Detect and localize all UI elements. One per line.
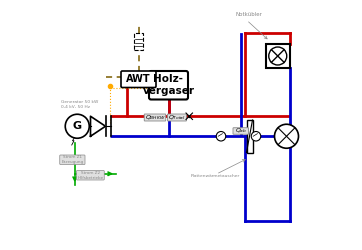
Text: Notkübler: Notkübler xyxy=(236,12,263,18)
Text: Plattenwärmetauscher: Plattenwärmetauscher xyxy=(191,174,240,178)
FancyBboxPatch shape xyxy=(60,155,85,164)
FancyBboxPatch shape xyxy=(144,114,166,121)
FancyBboxPatch shape xyxy=(121,71,156,88)
FancyBboxPatch shape xyxy=(168,114,186,121)
Text: $Q_{Total}$: $Q_{Total}$ xyxy=(168,113,186,122)
Text: $Q_{BHKW}$: $Q_{BHKW}$ xyxy=(145,113,165,122)
Circle shape xyxy=(216,132,226,141)
Bar xyxy=(266,44,290,68)
FancyBboxPatch shape xyxy=(134,33,143,50)
FancyBboxPatch shape xyxy=(149,71,188,100)
Text: Strom Z2
Hilfsbetriebe: Strom Z2 Hilfsbetriebe xyxy=(77,171,103,179)
Text: $Q_{ab}$: $Q_{ab}$ xyxy=(235,126,247,136)
Text: Strom Z1
Erzeugung: Strom Z1 Erzeugung xyxy=(61,156,83,164)
FancyBboxPatch shape xyxy=(76,170,104,180)
Text: Holz-
vergaser: Holz- vergaser xyxy=(143,74,194,96)
Bar xyxy=(247,120,253,152)
Circle shape xyxy=(274,124,299,148)
Text: Generator 50 kW
0,4 kV, 50 Hz: Generator 50 kW 0,4 kV, 50 Hz xyxy=(61,100,98,109)
Polygon shape xyxy=(90,116,105,136)
Circle shape xyxy=(65,114,89,138)
Text: G: G xyxy=(73,121,82,131)
Text: AWT: AWT xyxy=(126,74,151,84)
Circle shape xyxy=(251,132,261,141)
FancyBboxPatch shape xyxy=(233,128,248,134)
